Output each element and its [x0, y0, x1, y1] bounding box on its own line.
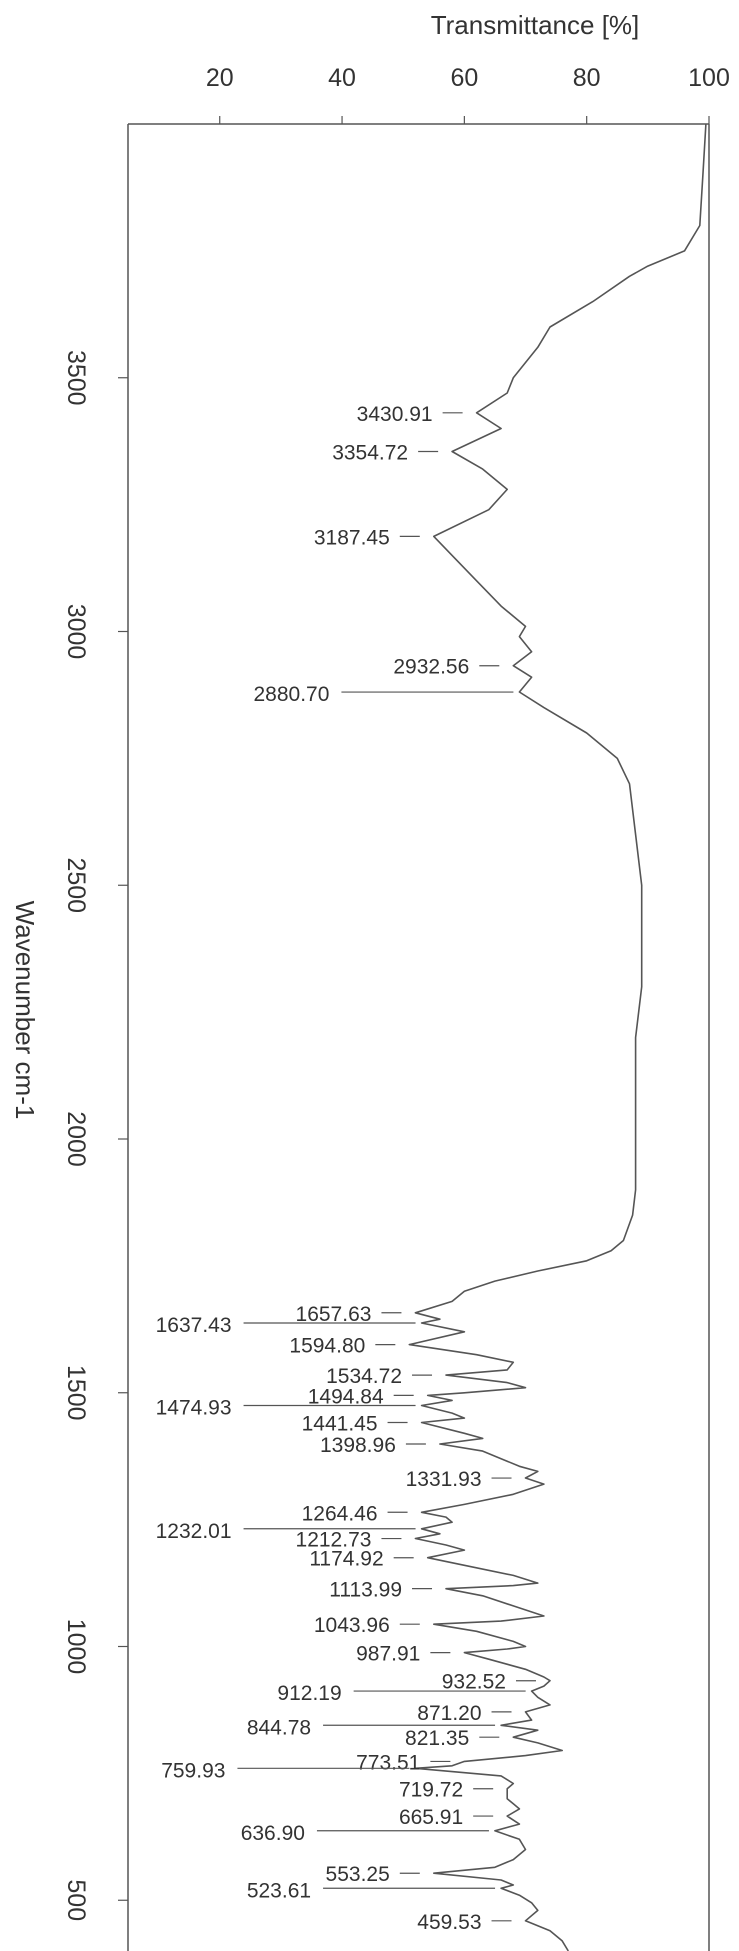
plot-frame-group: [127, 123, 710, 1951]
peak-label: 1657.63: [296, 1303, 372, 1326]
peak-label: 759.93: [161, 1759, 225, 1782]
peak-label: 2932.56: [393, 656, 469, 679]
peak-label: 523.61: [247, 1879, 311, 1902]
peak-label: 665.91: [399, 1806, 463, 1829]
peak-label: 719.72: [399, 1779, 463, 1802]
peak-label: 1043.96: [314, 1614, 390, 1637]
y-tick-label: 1500: [62, 1365, 90, 1421]
y-axis-title: Wavenumber cm-1: [10, 901, 40, 1120]
peak-label: 459.53: [417, 1911, 481, 1934]
peak-label: 2880.70: [253, 683, 329, 706]
x-tick-label: 100: [688, 64, 730, 92]
peak-label: 1264.46: [302, 1502, 378, 1525]
x-tick-label: 40: [328, 64, 356, 92]
peak-label: 636.90: [241, 1822, 305, 1845]
peak-label: 1474.93: [156, 1396, 232, 1419]
x-tick-label: 20: [206, 64, 234, 92]
y-tick-label: 3500: [62, 350, 90, 406]
peak-label: 1441.45: [302, 1412, 378, 1435]
peak-label: 1494.84: [308, 1385, 384, 1408]
axis-ticks-group: 20 40 60 80 100 3500 3000 2500 2000 1500 1000 500: [62, 64, 730, 1921]
x-tick-label: 80: [573, 64, 601, 92]
spectrum-line: [408, 123, 707, 1951]
peak-label: 1594.80: [289, 1335, 365, 1358]
series-group: [408, 123, 707, 1951]
peak-label: 1174.92: [309, 1548, 383, 1571]
peak-label: 871.20: [417, 1702, 481, 1725]
y-tick-label: 1000: [62, 1619, 90, 1675]
peak-label: 1212.73: [296, 1529, 372, 1552]
peak-label: 1113.99: [329, 1579, 402, 1602]
peak-label: 3430.91: [357, 403, 433, 426]
y-tick-label: 2000: [62, 1111, 90, 1167]
x-axis-title: Transmittance [%]: [431, 10, 640, 40]
peak-label: 821.35: [405, 1727, 469, 1750]
x-tick-label: 60: [450, 64, 478, 92]
peak-label: 1232.01: [156, 1520, 232, 1543]
peak-label: 553.25: [326, 1863, 390, 1886]
peak-label: 932.52: [442, 1671, 506, 1694]
peak-label: 3187.45: [314, 526, 390, 549]
peak-annotations-group: 3430.91 3354.72 3187.45 2932.56 2880.70 1657.…: [156, 403, 536, 1934]
y-tick-label: 500: [62, 1879, 90, 1921]
peak-label: 844.78: [247, 1716, 311, 1739]
peak-label: 3354.72: [332, 441, 408, 464]
peak-label: 773.51: [356, 1751, 420, 1774]
y-tick-label: 3000: [62, 604, 90, 660]
peak-label: 1398.96: [320, 1434, 396, 1457]
peak-label: 1534.72: [326, 1365, 402, 1388]
y-tick-label: 2500: [62, 857, 90, 913]
peak-label: 1637.43: [156, 1314, 232, 1337]
peak-label: 912.19: [277, 1682, 341, 1705]
peak-label: 987.91: [356, 1643, 420, 1666]
peak-label: 1331.93: [406, 1468, 482, 1491]
